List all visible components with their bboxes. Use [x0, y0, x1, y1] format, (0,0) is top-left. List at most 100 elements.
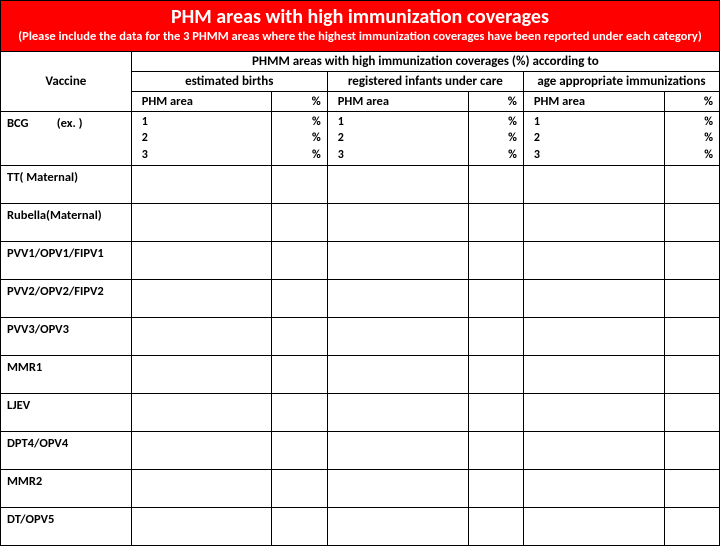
- ex-num: 3: [338, 147, 464, 163]
- example-label: (ex. ): [57, 116, 83, 131]
- est-phm-header: PHM area: [131, 92, 272, 112]
- ex-pct: %: [276, 114, 320, 130]
- vaccine-cell: Rubella(Maternal): [1, 204, 132, 242]
- age-pct-cell: [664, 394, 719, 432]
- reg-pct-cell: [468, 356, 523, 394]
- table-row: PVV1/OPV1/FIPV1: [1, 242, 720, 280]
- age-phm-cell: 1 2 3: [523, 112, 664, 166]
- est-pct-cell: [272, 432, 327, 470]
- vaccine-cell: DT/OPV5: [1, 508, 132, 546]
- reg-pct-cell: [468, 470, 523, 508]
- est-pct-cell: [272, 280, 327, 318]
- immunization-table: PHM areas with high immunization coverag…: [0, 0, 720, 546]
- table-row: PVV2/OPV2/FIPV2: [1, 280, 720, 318]
- est-phm-cell: [131, 204, 272, 242]
- est-phm-cell: [131, 432, 272, 470]
- col-vaccine-header: Vaccine: [1, 52, 132, 112]
- age-pct-cell: [664, 356, 719, 394]
- age-phm-cell: [523, 470, 664, 508]
- header-row-1: Vaccine PHMM areas with high immunizatio…: [1, 52, 720, 72]
- est-phm-cell: [131, 356, 272, 394]
- age-phm-cell: [523, 508, 664, 546]
- age-phm-cell: [523, 204, 664, 242]
- col-age-header: age appropriate immunizations: [523, 72, 719, 92]
- reg-phm-cell: [327, 318, 468, 356]
- est-pct-cell: [272, 318, 327, 356]
- page-subtitle: (Please include the data for the 3 PHMM …: [9, 29, 711, 45]
- est-phm-cell: [131, 166, 272, 204]
- age-phm-cell: [523, 166, 664, 204]
- age-pct-cell: [664, 166, 719, 204]
- age-phm-cell: [523, 356, 664, 394]
- ex-pct: %: [669, 114, 713, 130]
- est-phm-cell: 1 2 3: [131, 112, 272, 166]
- vaccine-name: BCG: [7, 116, 29, 131]
- age-pct-cell: % % %: [664, 112, 719, 166]
- reg-phm-cell: 1 2 3: [327, 112, 468, 166]
- age-phm-cell: [523, 242, 664, 280]
- vaccine-cell: PVV3/OPV3: [1, 318, 132, 356]
- title-row: PHM areas with high immunization coverag…: [1, 1, 720, 52]
- vaccine-cell: DPT4/OPV4: [1, 432, 132, 470]
- table-row: MMR1: [1, 356, 720, 394]
- col-phmm-group-header: PHMM areas with high immunization covera…: [131, 52, 719, 72]
- vaccine-cell: MMR2: [1, 470, 132, 508]
- ex-num: 2: [142, 130, 268, 146]
- age-pct-header: %: [664, 92, 719, 112]
- table-row: MMR2: [1, 470, 720, 508]
- reg-phm-cell: [327, 470, 468, 508]
- vaccine-cell: PVV2/OPV2/FIPV2: [1, 280, 132, 318]
- page-title: PHM areas with high immunization coverag…: [9, 5, 711, 29]
- reg-phm-cell: [327, 508, 468, 546]
- reg-phm-cell: [327, 356, 468, 394]
- ex-pct: %: [276, 130, 320, 146]
- est-phm-cell: [131, 470, 272, 508]
- est-phm-cell: [131, 242, 272, 280]
- table-row: DT/OPV5: [1, 508, 720, 546]
- table-row: LJEV: [1, 394, 720, 432]
- reg-pct-cell: [468, 318, 523, 356]
- vaccine-cell: LJEV: [1, 394, 132, 432]
- est-pct-cell: [272, 508, 327, 546]
- age-pct-cell: [664, 242, 719, 280]
- vaccine-cell: MMR1: [1, 356, 132, 394]
- age-pct-cell: [664, 204, 719, 242]
- table-row: BCG (ex. ) 1 2 3 % % % 1 2 3 % % % 1 2: [1, 112, 720, 166]
- table-row: DPT4/OPV4: [1, 432, 720, 470]
- est-pct-header: %: [272, 92, 327, 112]
- age-phm-cell: [523, 280, 664, 318]
- ex-num: 2: [534, 130, 660, 146]
- vaccine-cell: BCG (ex. ): [1, 112, 132, 166]
- ex-pct: %: [473, 114, 517, 130]
- header-bar: PHM areas with high immunization coverag…: [1, 1, 720, 52]
- reg-pct-cell: [468, 204, 523, 242]
- reg-phm-cell: [327, 242, 468, 280]
- reg-phm-cell: [327, 432, 468, 470]
- reg-pct-cell: [468, 394, 523, 432]
- reg-phm-cell: [327, 166, 468, 204]
- est-phm-cell: [131, 508, 272, 546]
- reg-phm-cell: [327, 204, 468, 242]
- ex-num: 3: [142, 147, 268, 163]
- reg-pct-header: %: [468, 92, 523, 112]
- est-phm-cell: [131, 318, 272, 356]
- table-row: PVV3/OPV3: [1, 318, 720, 356]
- est-phm-cell: [131, 280, 272, 318]
- est-pct-cell: [272, 356, 327, 394]
- est-pct-cell: [272, 204, 327, 242]
- age-pct-cell: [664, 318, 719, 356]
- ex-num: 3: [534, 147, 660, 163]
- age-pct-cell: [664, 508, 719, 546]
- est-pct-cell: [272, 470, 327, 508]
- ex-pct: %: [669, 147, 713, 163]
- ex-num: 2: [338, 130, 464, 146]
- age-phm-cell: [523, 394, 664, 432]
- vaccine-cell: PVV1/OPV1/FIPV1: [1, 242, 132, 280]
- reg-phm-cell: [327, 394, 468, 432]
- reg-pct-cell: [468, 432, 523, 470]
- col-est-header: estimated births: [131, 72, 327, 92]
- est-pct-cell: [272, 166, 327, 204]
- est-pct-cell: [272, 394, 327, 432]
- reg-phm-header: PHM area: [327, 92, 468, 112]
- reg-pct-cell: % % %: [468, 112, 523, 166]
